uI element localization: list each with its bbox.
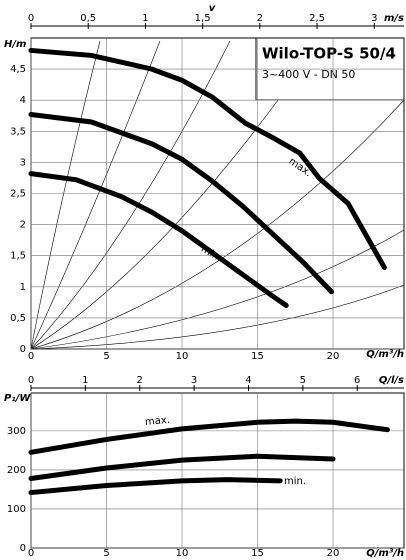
x-tick-label: 15 — [251, 351, 264, 362]
x2-tick-label: 4 — [245, 375, 251, 386]
curve — [28, 453, 336, 482]
x2-axis-label: v — [209, 3, 216, 14]
curve — [28, 418, 390, 455]
x-tick-label: 20 — [327, 548, 340, 559]
x2-tick-label: 2 — [257, 13, 263, 24]
curve — [28, 477, 283, 496]
x-tick-label: 10 — [176, 548, 189, 559]
x2-tick-label: 0 — [28, 375, 34, 386]
x2-tick-label: 6 — [354, 375, 360, 386]
system-curves — [30, 40, 405, 350]
y-tick-label: 2,5 — [10, 189, 26, 200]
y-tick-label: 300 — [7, 426, 26, 437]
y-tick-label: 4 — [20, 95, 26, 106]
x-tick-label: 5 — [103, 548, 109, 559]
curve — [28, 112, 335, 295]
x2-tick-label: 1,5 — [195, 13, 211, 24]
x2-axis-label: Q/l/s — [379, 375, 404, 386]
x-tick-label: 0 — [28, 548, 34, 559]
x-axis-label: Q/m³/h — [366, 349, 404, 360]
x-tick-label: 0 — [28, 351, 34, 362]
y-tick-label: 100 — [7, 504, 26, 515]
x2-tick-label: 0,5 — [80, 13, 96, 24]
x2-tick-label: 3 — [191, 375, 197, 386]
x2-tick-label: 2 — [137, 375, 143, 386]
y-tick-label: 200 — [7, 465, 26, 476]
annotation: max. — [145, 415, 171, 428]
y-tick-label: 4,5 — [10, 64, 26, 75]
y-tick-label: 3,5 — [10, 126, 26, 137]
x-tick-label: 5 — [103, 351, 109, 362]
x-tick-label: 20 — [327, 351, 340, 362]
y-tick-label: 2 — [20, 220, 26, 231]
x2-tick-label: 3 — [371, 13, 377, 24]
x2-axis-unit: m/s — [384, 13, 404, 24]
x-axis-label: Q/m³/h — [366, 548, 404, 559]
y-tick-label: 0 — [20, 543, 26, 554]
annotation: min. — [284, 476, 306, 487]
x2-tick-label: 1 — [82, 375, 88, 386]
y-axis-label: H/m — [4, 39, 26, 50]
y-axis-label: P₁/W — [4, 393, 31, 404]
curve — [28, 171, 289, 308]
x2-tick-label: 5 — [300, 375, 306, 386]
x2-tick-label: 1 — [142, 13, 148, 24]
x2-tick-label: 0 — [28, 13, 34, 24]
chart-title: Wilo-TOP-S 50/4 — [262, 45, 396, 63]
x2-tick-label: 2,5 — [309, 13, 325, 24]
y-tick-label: 0 — [20, 344, 26, 355]
y-tick-label: 1 — [20, 282, 26, 293]
chart-subtitle: 3~400 V - DN 50 — [262, 68, 355, 81]
y-tick-label: 0,5 — [10, 313, 26, 324]
y-tick-label: 1,5 — [10, 251, 26, 262]
curve — [28, 47, 387, 271]
x-tick-label: 10 — [176, 351, 189, 362]
y-tick-label: 3 — [20, 157, 26, 168]
x-tick-label: 15 — [251, 548, 264, 559]
